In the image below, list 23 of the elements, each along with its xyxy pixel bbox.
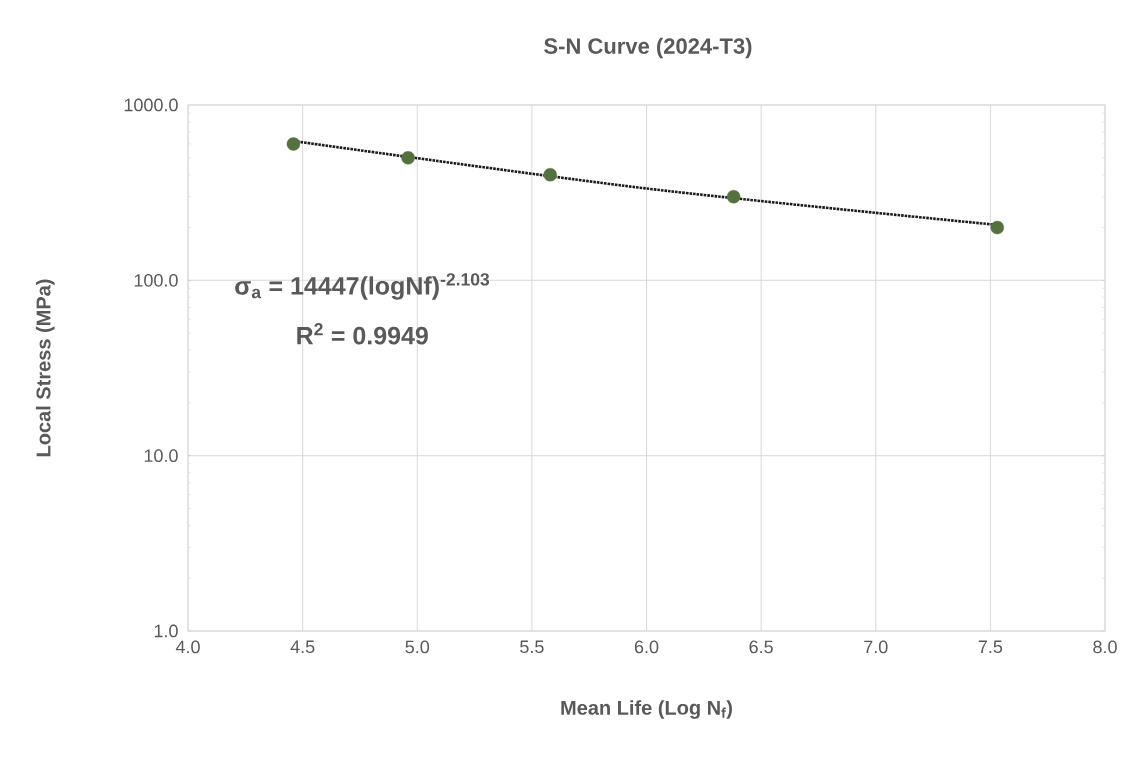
x-tick-label: 4.0 <box>175 640 200 654</box>
chart-title: S-N Curve (2024-T3) <box>544 37 752 59</box>
point <box>401 151 415 165</box>
annotation: σ$_{a}$ = 14447(logNf)$^{-2.103}$ <box>235 273 490 300</box>
y-tick-label: 1000.0 <box>124 98 178 112</box>
x-tick-label: 8.0 <box>1093 640 1117 654</box>
x-tick-label: 6.0 <box>634 640 659 654</box>
x-tick-label: 4.5 <box>290 640 315 654</box>
y-tick-label: 1.0 <box>154 624 178 638</box>
x-tick-label: 7.5 <box>978 640 1003 654</box>
point <box>990 220 1004 235</box>
x-tick-label: 5.5 <box>520 640 544 654</box>
y-axis-title: Local Stress (MPa) <box>35 279 55 457</box>
x-tick-label: 6.5 <box>749 640 773 654</box>
x-tick-label: 5.0 <box>405 640 430 654</box>
y-tick-label: 100.0 <box>134 273 178 287</box>
y-tick-label: 10.0 <box>144 449 178 463</box>
x-axis-title: Mean Life (Log N$_{f}$) <box>561 700 732 719</box>
point <box>286 137 301 151</box>
x-tick-label: 7.0 <box>864 640 888 654</box>
annotation: R$^{2}$ = 0.9949 <box>297 323 428 345</box>
point <box>726 189 741 204</box>
point <box>543 168 557 182</box>
